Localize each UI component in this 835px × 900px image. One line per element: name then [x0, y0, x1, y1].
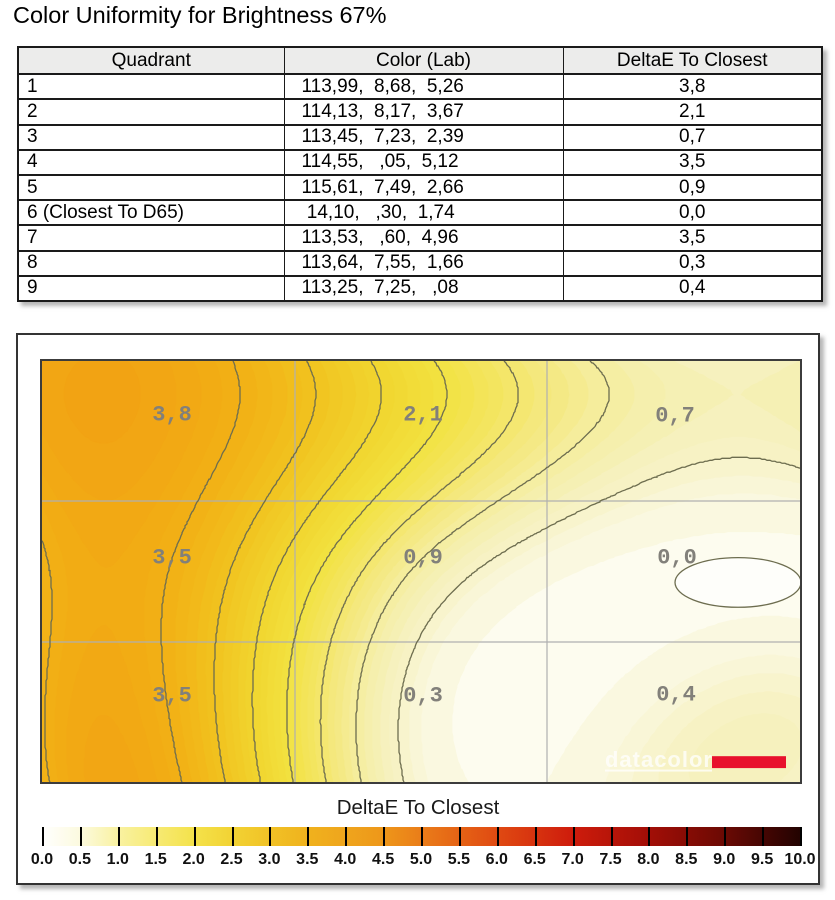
svg-text:3,8: 3,8 — [152, 403, 192, 428]
svg-text:3,5: 3,5 — [152, 546, 192, 571]
svg-text:0,3: 0,3 — [403, 684, 443, 709]
svg-text:3,5: 3,5 — [152, 684, 192, 709]
svg-text:0,4: 0,4 — [656, 683, 696, 708]
svg-text:0,7: 0,7 — [655, 404, 695, 429]
svg-text:datacolor: datacolor — [605, 747, 713, 772]
svg-text:2,1: 2,1 — [403, 403, 443, 428]
svg-text:0,0: 0,0 — [657, 546, 697, 571]
svg-text:0,9: 0,9 — [403, 546, 443, 571]
